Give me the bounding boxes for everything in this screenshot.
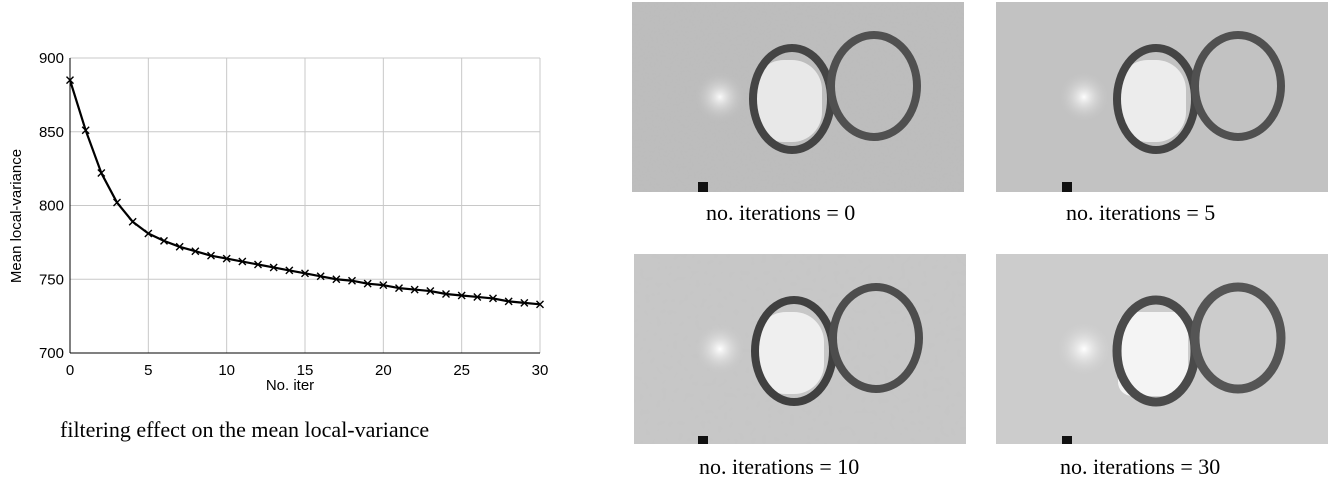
data-point-marker bbox=[410, 285, 419, 294]
x-tick-label: 30 bbox=[532, 362, 549, 379]
data-point-marker bbox=[222, 254, 231, 263]
image-iter-5 bbox=[996, 2, 1328, 192]
data-point-marker bbox=[301, 269, 309, 278]
data-point-marker bbox=[128, 217, 137, 226]
y-tick-label: 850 bbox=[39, 124, 64, 141]
data-point-marker bbox=[426, 287, 435, 296]
data-point-marker bbox=[395, 284, 403, 293]
data-point-marker bbox=[269, 263, 278, 272]
data-point-marker bbox=[473, 292, 482, 301]
chart-caption: filtering effect on the mean local-varia… bbox=[60, 417, 430, 442]
caption-iter-30: no. iterations = 30 bbox=[1060, 454, 1221, 479]
variance-chart: 0 5 10 15 20 25 30 700 750 800 850 900 No. iter Mea… bbox=[8, 50, 548, 394]
chart-series bbox=[66, 76, 544, 309]
data-point-marker bbox=[379, 281, 388, 290]
data-point-marker bbox=[332, 275, 341, 284]
y-tick-label: 750 bbox=[39, 271, 64, 288]
data-point-marker bbox=[144, 229, 153, 238]
data-point-marker bbox=[285, 266, 294, 275]
data-point-marker bbox=[348, 276, 356, 285]
data-point-marker bbox=[457, 291, 466, 300]
caption-iter-5: no. iterations = 5 bbox=[1066, 200, 1216, 225]
data-point-marker bbox=[536, 300, 544, 309]
data-point-marker bbox=[442, 290, 450, 298]
data-point-marker bbox=[113, 198, 121, 207]
x-axis-label: No. iter bbox=[266, 377, 314, 394]
chart-ticks: 0 5 10 15 20 25 30 700 750 800 850 900 bbox=[39, 50, 548, 379]
x-tick-label: 10 bbox=[218, 362, 235, 379]
caption-iter-0: no. iterations = 0 bbox=[706, 200, 856, 225]
y-axis-label: Mean local-variance bbox=[8, 149, 25, 283]
y-tick-label: 800 bbox=[39, 198, 64, 215]
data-point-marker bbox=[160, 236, 168, 245]
x-tick-label: 20 bbox=[375, 362, 392, 379]
x-tick-label: 5 bbox=[144, 362, 152, 379]
data-point-marker bbox=[504, 297, 513, 306]
y-tick-label: 700 bbox=[39, 345, 64, 362]
image-iter-10 bbox=[634, 254, 966, 444]
data-point-marker bbox=[254, 260, 262, 269]
x-tick-label: 0 bbox=[66, 362, 74, 379]
data-point-marker bbox=[316, 272, 325, 281]
data-point-marker bbox=[489, 294, 497, 303]
image-iter-0 bbox=[632, 2, 964, 192]
chart-grid bbox=[69, 57, 541, 354]
x-tick-label: 25 bbox=[453, 362, 470, 379]
caption-iter-10: no. iterations = 10 bbox=[699, 454, 860, 479]
image-iter-30 bbox=[996, 254, 1328, 444]
data-point-marker bbox=[66, 76, 74, 85]
data-point-marker bbox=[175, 242, 184, 251]
data-point-marker bbox=[97, 169, 106, 178]
data-point-marker bbox=[363, 279, 372, 288]
x-tick-label: 15 bbox=[297, 362, 314, 379]
data-point-marker bbox=[238, 257, 247, 266]
data-point-marker bbox=[81, 126, 90, 135]
data-point-marker bbox=[520, 298, 529, 307]
data-point-marker bbox=[207, 251, 215, 260]
data-point-marker bbox=[191, 247, 200, 256]
y-tick-label: 900 bbox=[39, 50, 64, 67]
